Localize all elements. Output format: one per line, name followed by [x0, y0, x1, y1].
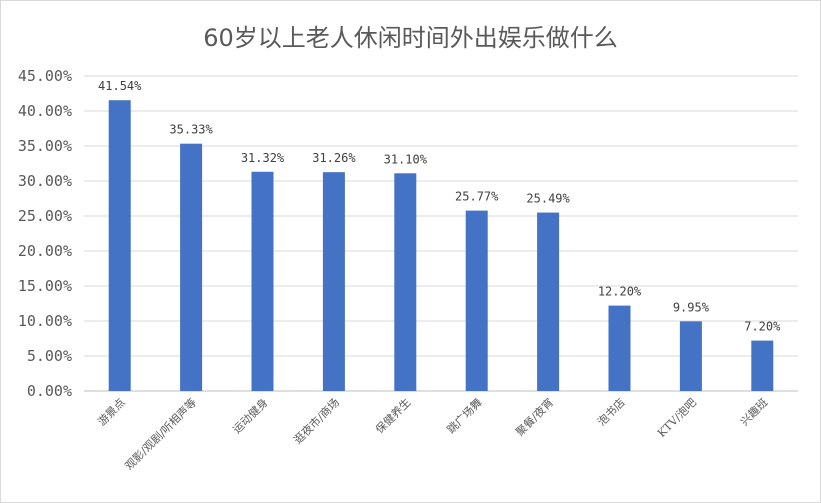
y-tick-label: 20.00% [18, 242, 72, 260]
x-tick-label: 运动健身 [230, 395, 271, 436]
x-tick-label: KTV/泡吧 [654, 395, 699, 440]
bar [322, 172, 345, 391]
bar [679, 321, 702, 391]
y-tick-label: 45.00% [18, 67, 72, 85]
gridlines [84, 75, 798, 392]
x-tick-label: 兴趣班 [737, 395, 770, 428]
y-tick-label: 25.00% [18, 207, 72, 225]
data-label: 25.49% [526, 192, 570, 206]
data-label: 7.20% [744, 320, 781, 334]
bar [608, 305, 631, 391]
data-label: 9.95% [673, 300, 710, 314]
bar [251, 171, 274, 391]
x-tick-label: 游景点 [95, 396, 128, 429]
data-label: 31.10% [384, 152, 428, 166]
data-label: 41.54% [98, 79, 142, 93]
y-tick-label: 40.00% [18, 102, 72, 120]
bar [751, 340, 774, 391]
y-tick-label: 5.00% [27, 347, 72, 365]
x-tick-label: 保健养生 [372, 395, 413, 436]
x-tick-label: 聚餐/夜宵 [513, 395, 557, 439]
data-label: 31.26% [312, 151, 356, 165]
data-label: 12.20% [598, 285, 642, 299]
y-tick-label: 15.00% [18, 277, 72, 295]
y-tick-label: 35.00% [18, 137, 72, 155]
x-tick-label: 逛夜市/商场 [291, 395, 342, 446]
data-label: 25.77% [455, 190, 499, 204]
bar [537, 212, 560, 391]
bar [465, 210, 488, 391]
data-label: 35.33% [169, 123, 213, 137]
y-tick-label: 30.00% [18, 172, 72, 190]
bar [108, 100, 131, 391]
y-tick-label: 10.00% [18, 312, 72, 330]
bar [394, 173, 417, 391]
x-tick-label: 跳广场舞 [444, 395, 485, 436]
chart-title: 60岁以上老人休闲时间外出娱乐做什么 [203, 24, 618, 52]
data-label: 31.32% [241, 151, 285, 165]
bar [180, 143, 203, 391]
y-axis-ticks: 0.00% 5.00% 10.00% 15.00% 20.00% 25.00% 30.00%… [18, 67, 72, 400]
y-tick-label: 0.00% [27, 382, 72, 400]
x-tick-label: 观影/观剧/听相声等 [122, 395, 199, 472]
data-labels: 41.54% 35.33% 31.32% 31.26% 31.10% 25.77% 25.4… [98, 79, 781, 333]
bars [108, 100, 774, 391]
x-tick-label: 泡书店 [594, 395, 627, 428]
